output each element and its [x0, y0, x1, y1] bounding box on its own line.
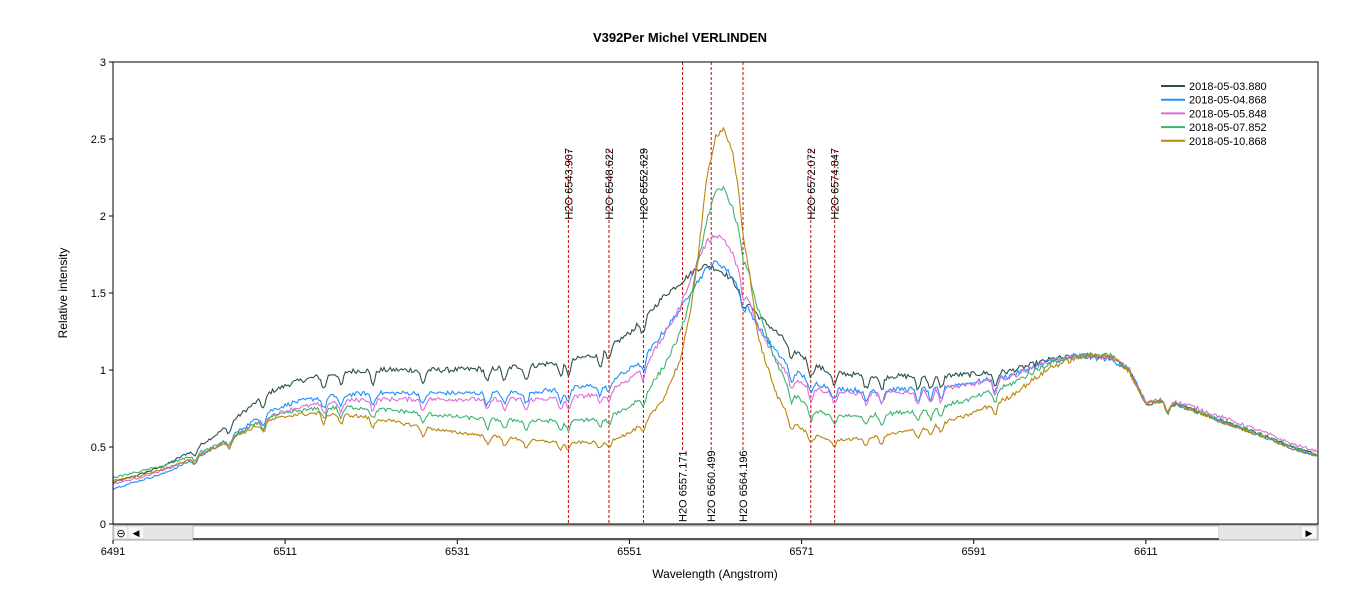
series-line-5 — [113, 126, 1318, 482]
annotation-label: H2O 6543.907 — [563, 148, 575, 220]
scroll-left-button[interactable]: ◀ — [127, 525, 145, 540]
y-tick-label: 2 — [100, 211, 106, 223]
arrow-right-icon: ▶ — [1306, 529, 1313, 539]
y-tick-label: 0.5 — [91, 442, 106, 454]
zoom-out-icon: ⊖ — [116, 527, 125, 540]
annotation-marker: H2O 6572.072 — [806, 148, 818, 524]
annotation-marker: H2O 6552.629 — [638, 148, 650, 524]
annotation-marker: H2O 6560.499 — [706, 62, 718, 522]
horizontal-scrollbar[interactable]: ⊖ ◀ ▶ — [112, 524, 1319, 541]
annotation-marker: H2O 6557.171 — [678, 62, 690, 522]
annotation-label: H2O 6564.196 — [738, 450, 750, 522]
x-tick-label: 6531 — [445, 546, 469, 558]
x-tick-label: 6551 — [617, 546, 641, 558]
scrollbar-track-left — [145, 526, 193, 539]
y-axis: 0 0.5 1 1.5 2 2.5 3 — [91, 57, 113, 531]
y-axis-label: Relative intensity — [56, 248, 70, 339]
y-tick-label: 3 — [100, 57, 106, 69]
scrollbar-thumb[interactable] — [192, 525, 1220, 540]
annotation-label: H2O 6560.499 — [706, 450, 718, 522]
x-axis-label: Wavelength (Angstrom) — [652, 567, 778, 581]
legend-item: 2018-05-07.852 — [1161, 122, 1267, 134]
series-line-1 — [113, 263, 1318, 483]
scrollbar-track-right — [1219, 526, 1301, 539]
x-axis: 6491 6511 6531 6551 6571 6591 6611 — [101, 540, 1158, 558]
annotation-label: H2O 6552.629 — [638, 148, 650, 220]
legend-item: 2018-05-10.868 — [1161, 136, 1267, 148]
legend-label: 2018-05-04.868 — [1189, 95, 1267, 107]
chart-title: V392Per Michel VERLINDEN — [593, 30, 767, 45]
y-tick-label: 1.5 — [91, 288, 106, 300]
series-line-3 — [113, 233, 1318, 486]
annotation-marker: H2O 6574.847 — [830, 148, 842, 524]
annotation-label: H2O 6572.072 — [806, 148, 818, 220]
legend: 2018-05-03.880 2018-05-04.8682018-05-05.8… — [1161, 81, 1267, 148]
annotation-label: H2O 6557.171 — [678, 450, 690, 522]
x-tick-label: 6491 — [101, 546, 125, 558]
x-tick-label: 6571 — [789, 546, 813, 558]
x-tick-label: 6591 — [961, 546, 985, 558]
arrow-left-icon: ◀ — [133, 529, 140, 539]
series-line-4 — [113, 185, 1317, 479]
x-tick-label: 6611 — [1134, 546, 1158, 558]
annotation-label: H2O 6548.622 — [604, 148, 616, 220]
legend-label: 2018-05-10.868 — [1189, 136, 1267, 148]
zoom-reset-button[interactable]: ⊖ — [113, 525, 129, 540]
x-tick-label: 6511 — [273, 546, 297, 558]
annotation-marker: H2O 6548.622 — [604, 148, 616, 524]
legend-item: 2018-05-05.848 — [1161, 108, 1267, 120]
series-line-2 — [113, 260, 1318, 491]
legend-label: 2018-05-07.852 — [1189, 122, 1267, 134]
annotation-marker: H2O 6564.196 — [738, 62, 750, 522]
legend-label: 2018-05-05.848 — [1189, 108, 1267, 120]
legend-item: 2018-05-04.868 — [1161, 95, 1267, 107]
y-tick-label: 0 — [100, 519, 106, 531]
scroll-right-button[interactable]: ▶ — [1300, 525, 1318, 540]
legend-item: 2018-05-03.880 — [1161, 81, 1267, 93]
annotation-marker: H2O 6543.907 — [563, 148, 575, 524]
annotations-layer: H2O 6543.907 H2O 6548.622 H2O 6552.629 H2O … — [563, 62, 842, 524]
y-tick-label: 1 — [100, 365, 106, 377]
y-tick-label: 2.5 — [91, 134, 106, 146]
annotation-label: H2O 6574.847 — [830, 148, 842, 220]
legend-label: 2018-05-03.880 — [1189, 81, 1267, 93]
series-layer — [113, 126, 1318, 491]
